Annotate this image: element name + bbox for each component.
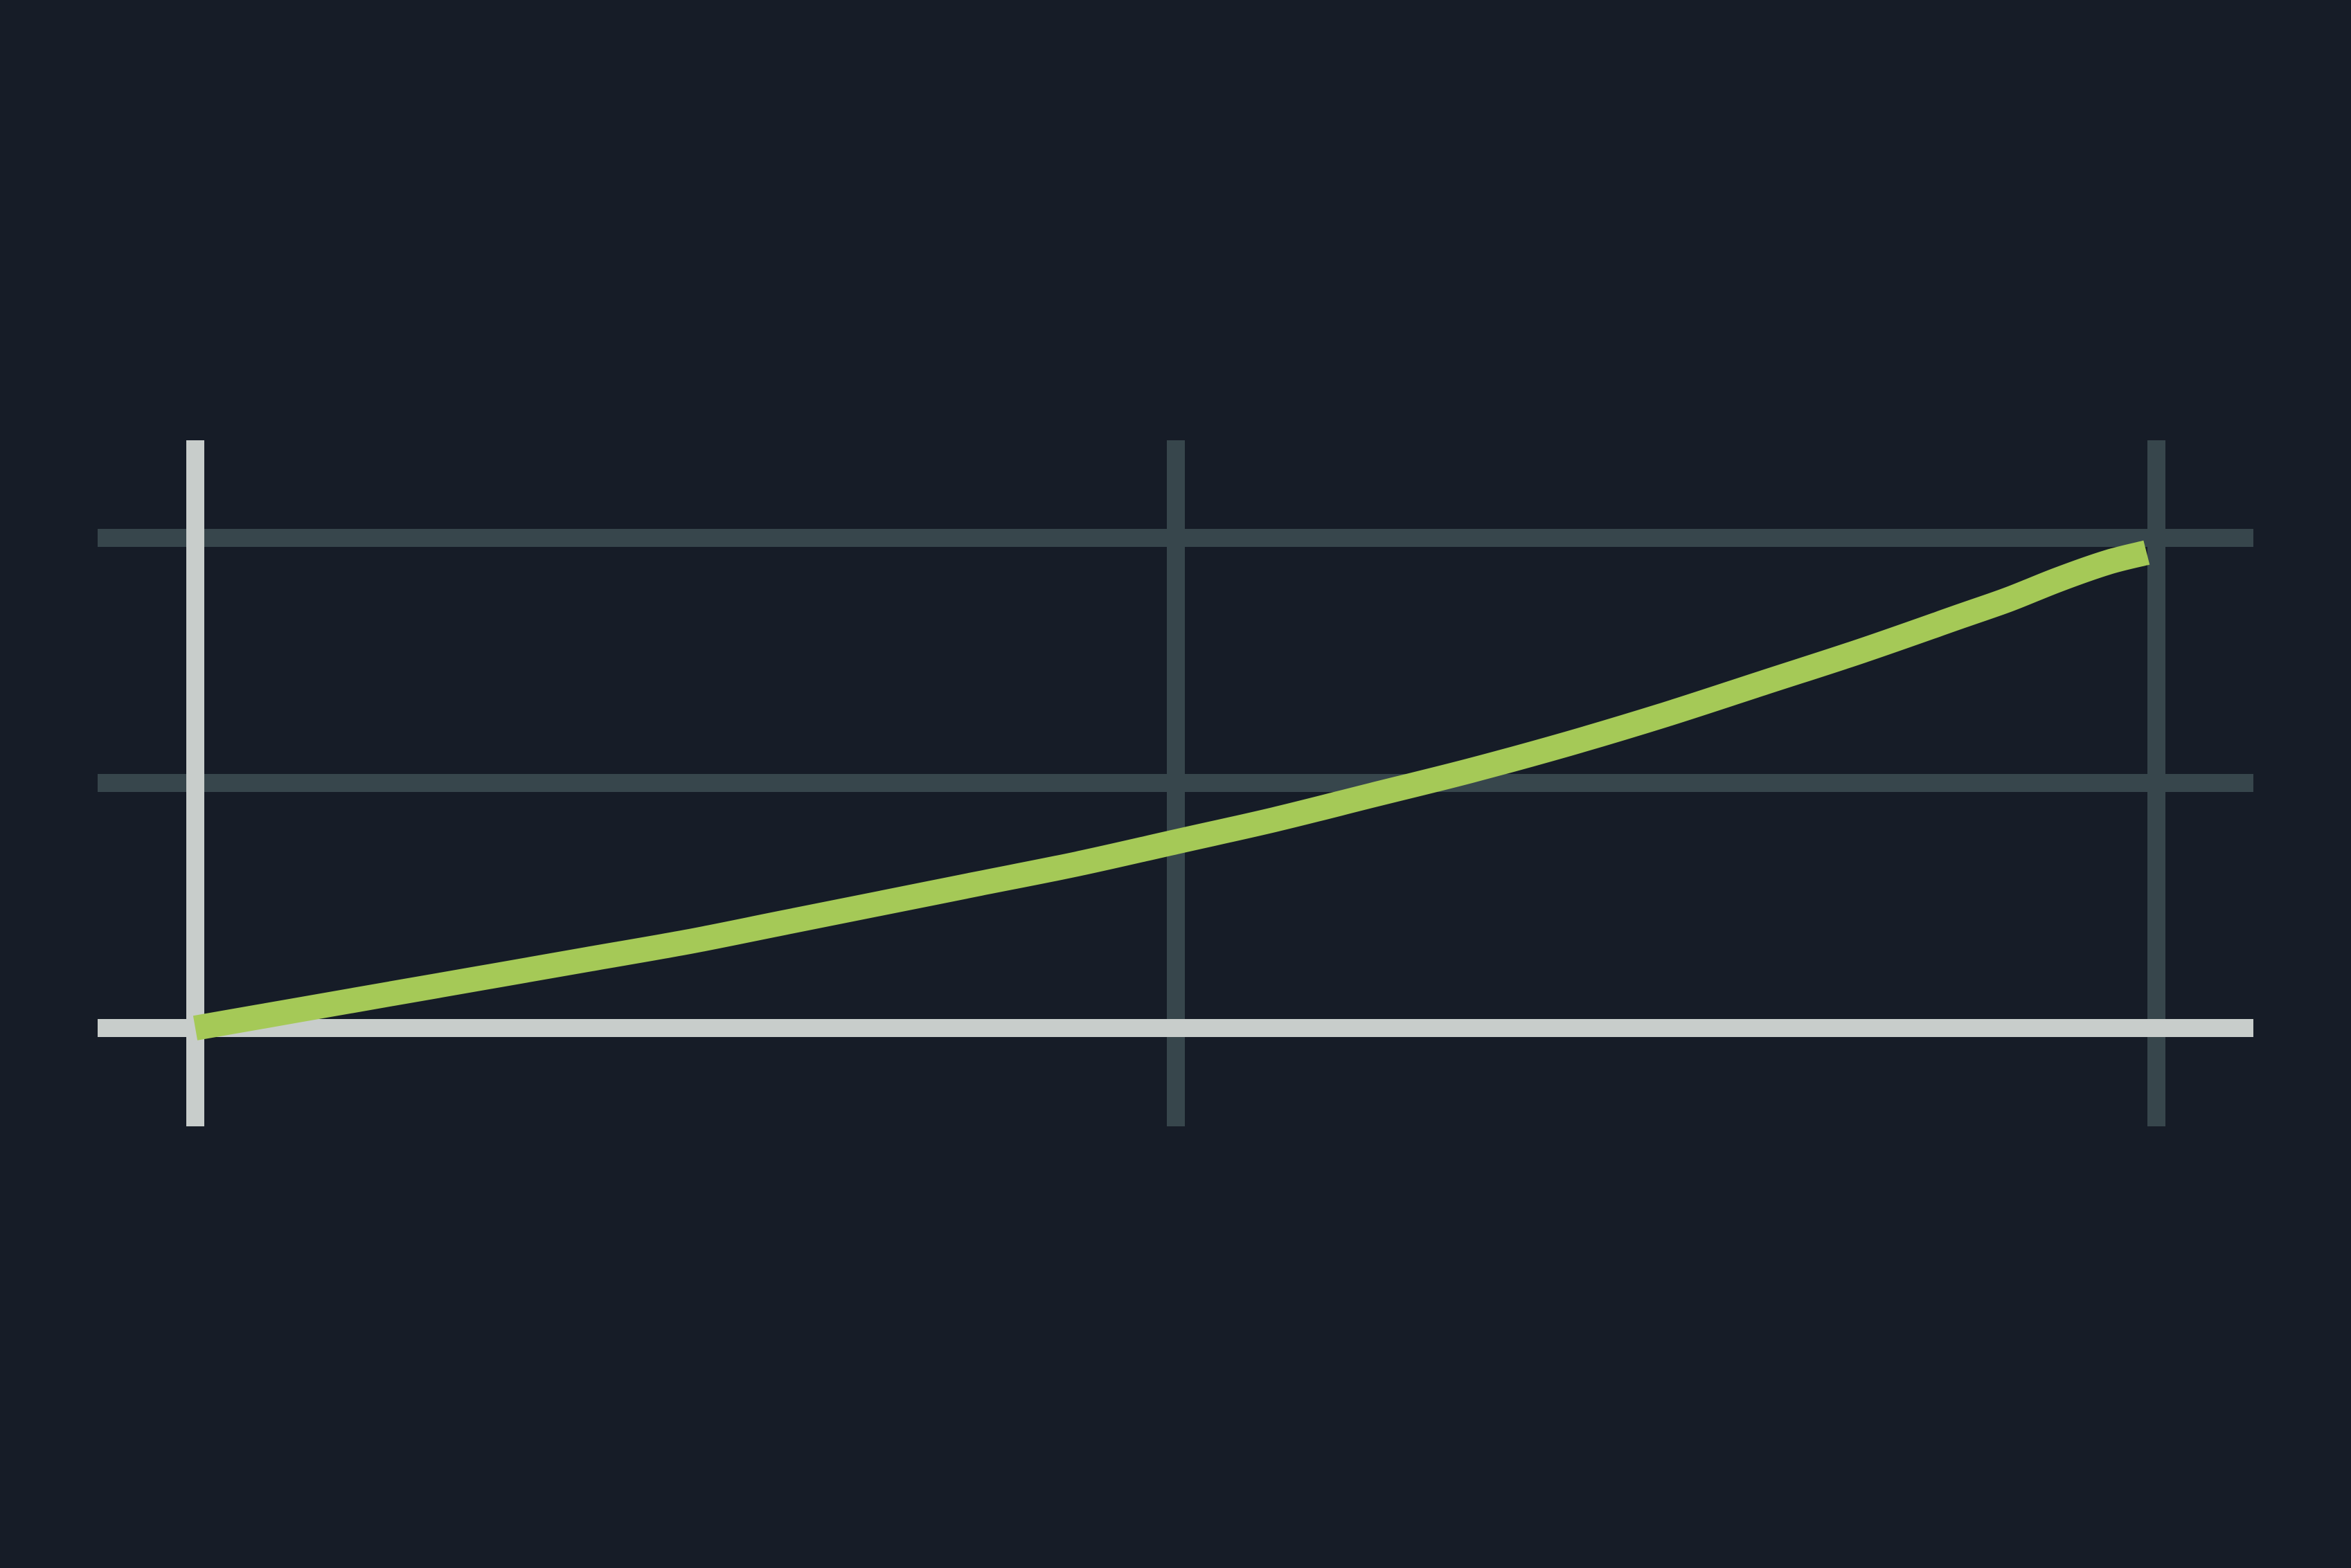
axes [98, 440, 2253, 1126]
series-layer [193, 540, 2150, 1040]
series-line-0 [193, 540, 2150, 1040]
gridlines [98, 440, 2253, 1126]
